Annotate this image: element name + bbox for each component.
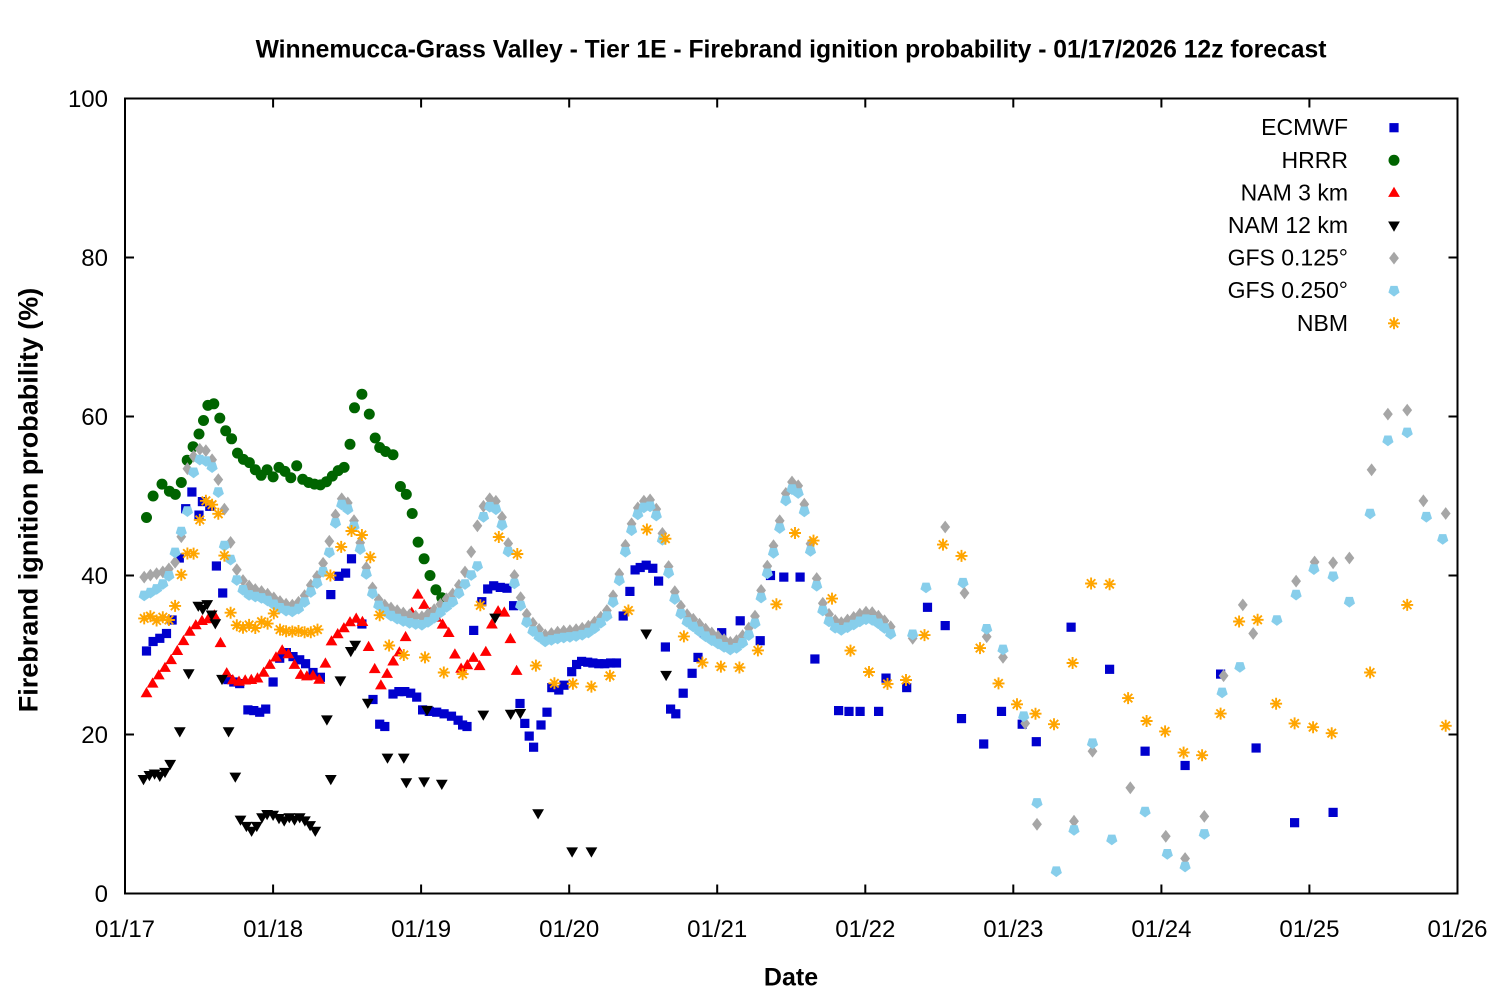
svg-text:01/20: 01/20 xyxy=(539,916,599,943)
svg-text:01/17: 01/17 xyxy=(95,916,155,943)
svg-text:0: 0 xyxy=(95,881,108,908)
svg-text:NAM 3 km: NAM 3 km xyxy=(1241,179,1348,205)
svg-text:Winnemucca-Grass Valley - Tier: Winnemucca-Grass Valley - Tier 1E - Fire… xyxy=(256,37,1327,64)
svg-text:01/22: 01/22 xyxy=(835,916,895,943)
svg-text:01/23: 01/23 xyxy=(983,916,1043,943)
svg-text:Date: Date xyxy=(764,964,818,992)
svg-text:100: 100 xyxy=(68,86,108,113)
svg-text:01/21: 01/21 xyxy=(687,916,747,943)
svg-text:80: 80 xyxy=(81,245,108,272)
svg-text:HRRR: HRRR xyxy=(1282,147,1348,173)
svg-text:ECMWF: ECMWF xyxy=(1261,114,1348,140)
svg-text:01/26: 01/26 xyxy=(1427,916,1487,943)
svg-text:GFS 0.250°: GFS 0.250° xyxy=(1228,277,1348,303)
svg-text:NBM: NBM xyxy=(1297,310,1348,336)
svg-text:40: 40 xyxy=(81,563,108,590)
svg-text:Firebrand ignition probability: Firebrand ignition probability (%) xyxy=(14,288,44,713)
svg-text:01/19: 01/19 xyxy=(391,916,451,943)
svg-text:60: 60 xyxy=(81,404,108,431)
svg-text:NAM 12 km: NAM 12 km xyxy=(1228,212,1348,238)
svg-text:GFS 0.125°: GFS 0.125° xyxy=(1228,245,1348,271)
svg-text:01/18: 01/18 xyxy=(243,916,303,943)
svg-text:20: 20 xyxy=(81,722,108,749)
svg-text:01/25: 01/25 xyxy=(1279,916,1339,943)
svg-text:01/24: 01/24 xyxy=(1131,916,1191,943)
